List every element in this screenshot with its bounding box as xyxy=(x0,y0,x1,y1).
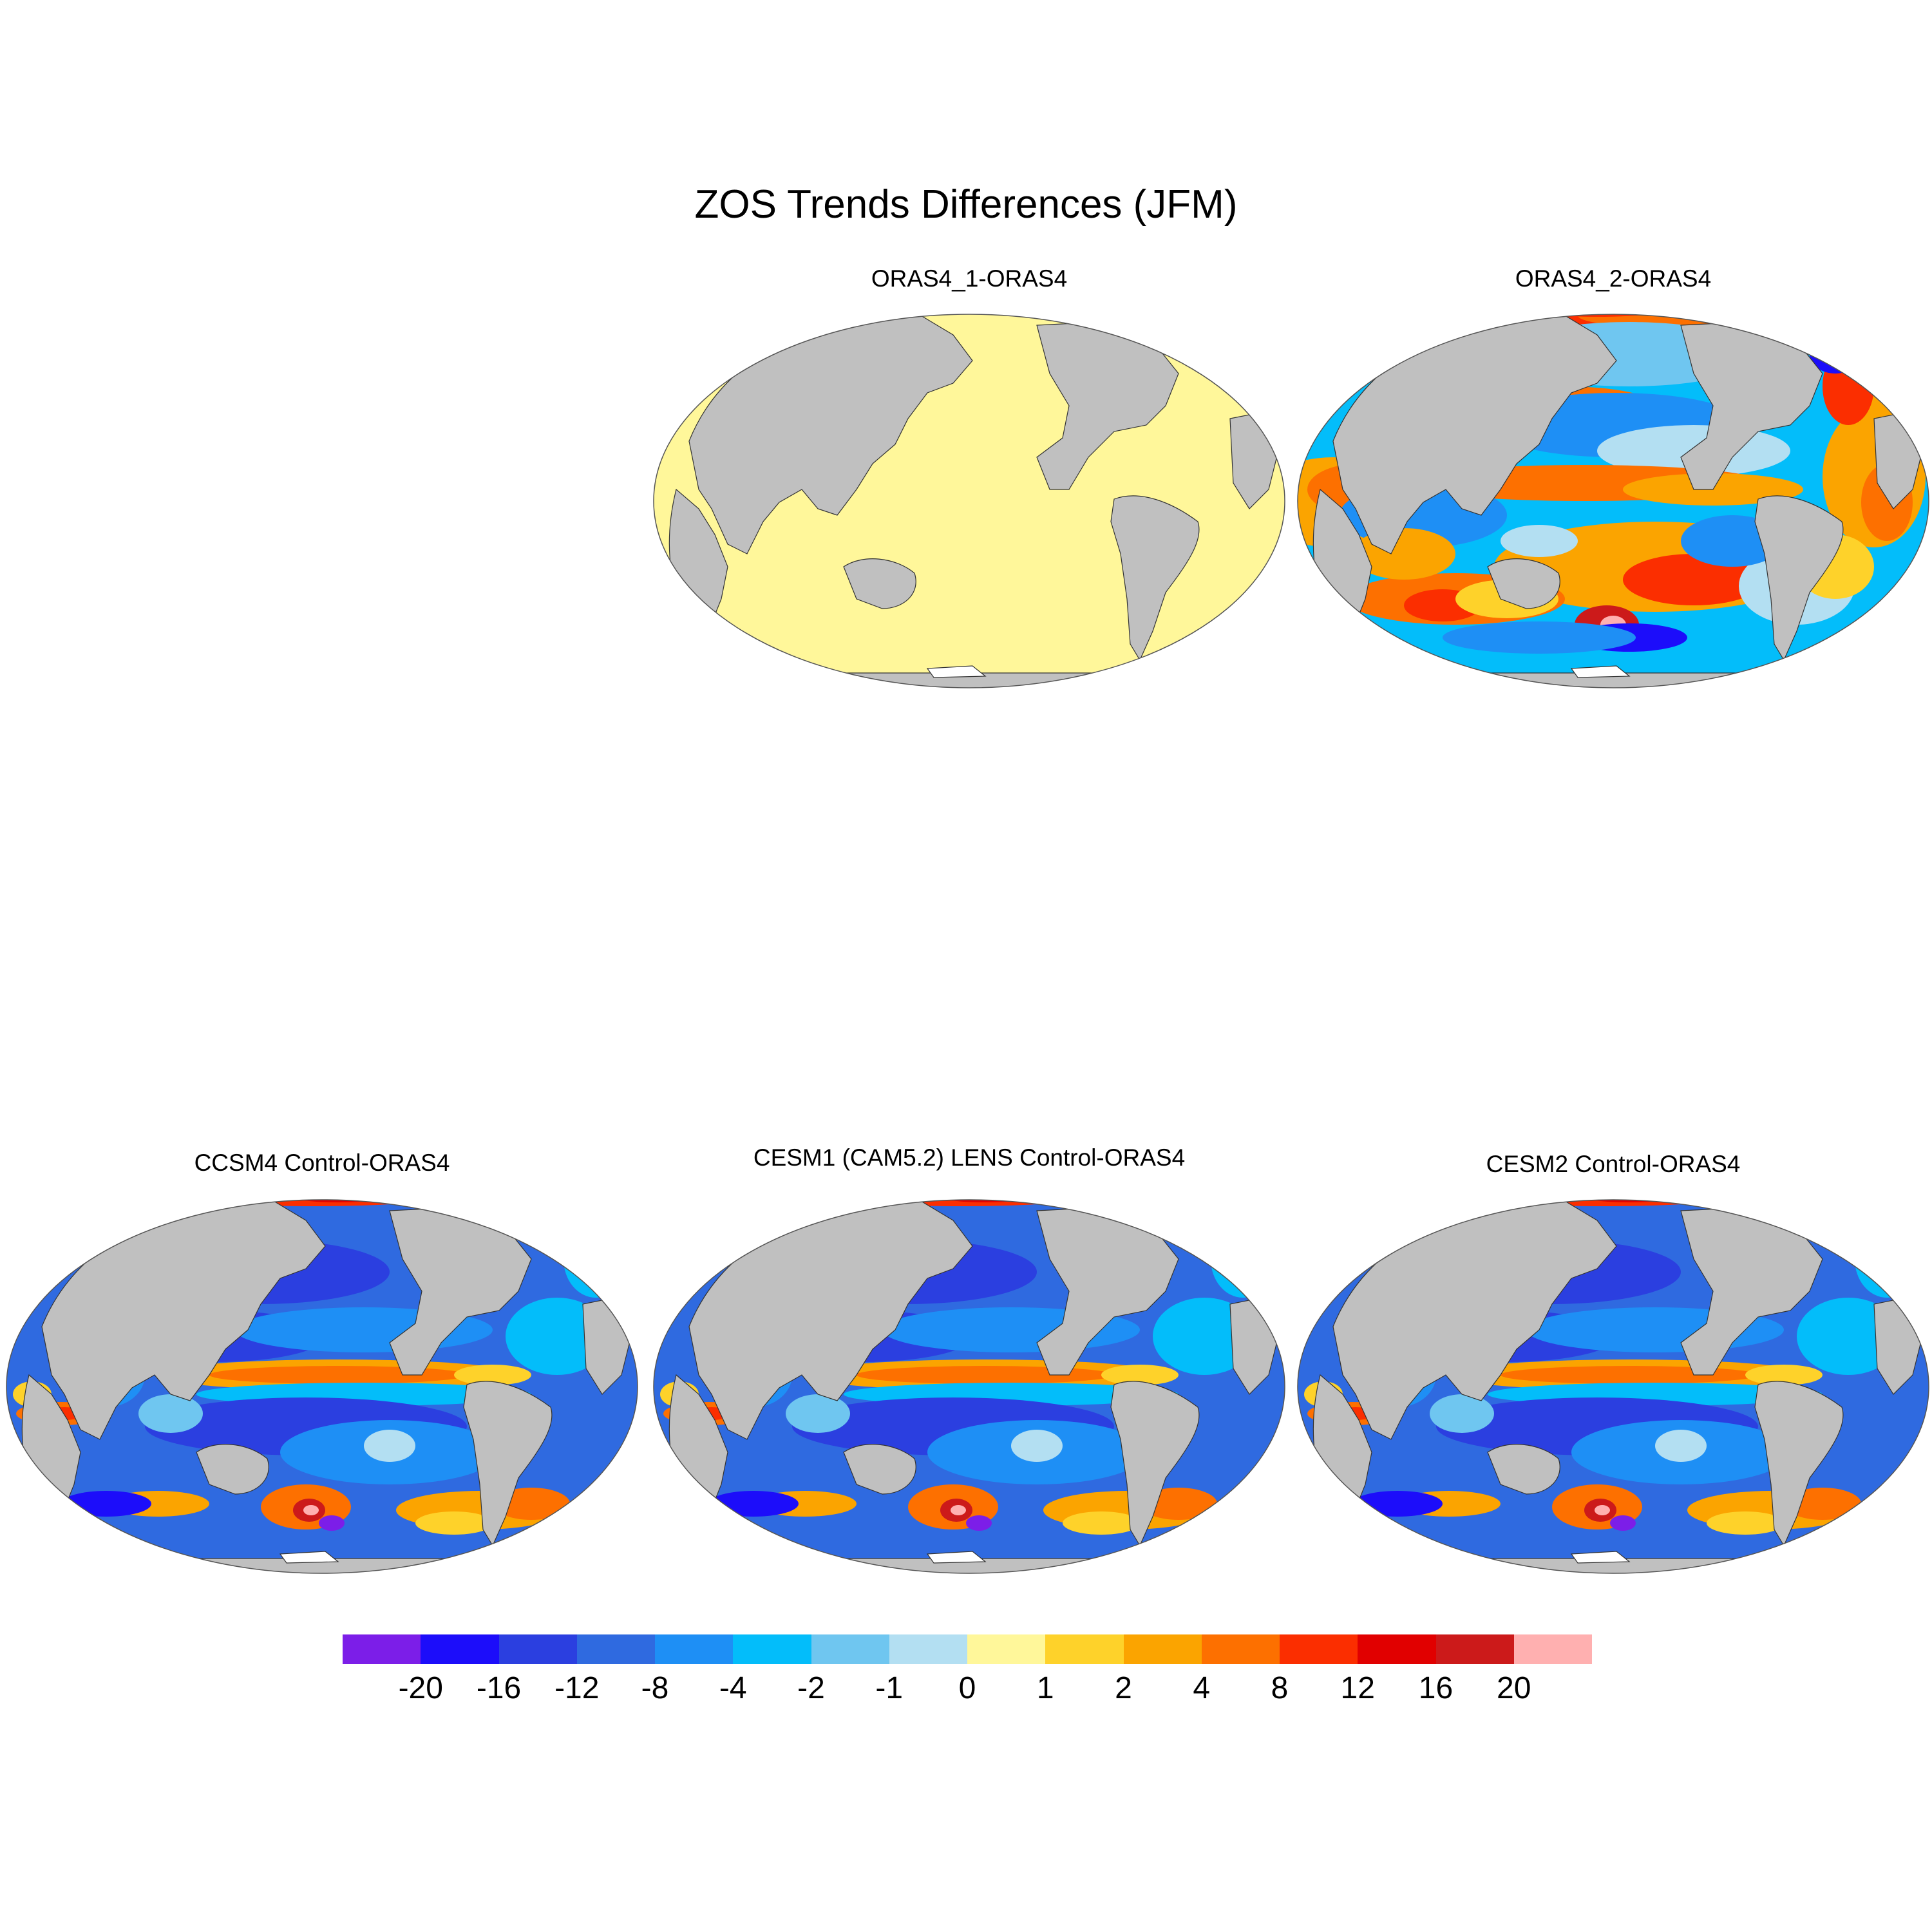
land-antarcticaShelf xyxy=(1570,1551,1631,1564)
panel-title: CESM1 (CAM5.2) LENS Control-ORAS4 xyxy=(753,1144,1186,1171)
panel-title: ORAS4_2-ORAS4 xyxy=(1515,265,1712,292)
colorbar-box xyxy=(1045,1634,1124,1664)
land-southAmerica xyxy=(1754,1381,1844,1547)
colorbar-tick-labels: -20 -16 -12 -8 -4 -2 -1 0 1 2 4 8 12 16 20 xyxy=(343,1671,1592,1709)
land-southAmerica xyxy=(463,1381,553,1547)
land-greenland xyxy=(1165,314,1231,358)
colorbar-box xyxy=(343,1634,421,1664)
colorbar-box xyxy=(889,1634,967,1664)
colorbar xyxy=(343,1634,1592,1664)
land-australia xyxy=(843,1444,916,1495)
land-australia xyxy=(196,1444,269,1495)
colorbar-box xyxy=(1358,1634,1436,1664)
colorbar-box xyxy=(498,1634,577,1664)
colorbar-tick-label: 2 xyxy=(1115,1671,1132,1705)
land-antarcticaShelf xyxy=(926,665,987,678)
ocean-field xyxy=(1298,1200,1929,1573)
land-australia xyxy=(843,558,916,609)
land-southAmerica xyxy=(1754,495,1844,661)
land-greenland xyxy=(518,1200,583,1244)
colorbar-box xyxy=(1201,1634,1280,1664)
colorbar-box xyxy=(655,1634,734,1664)
map xyxy=(1297,1199,1929,1574)
land-southAmerica xyxy=(1110,1381,1200,1547)
panel-title: CESM2 Control-ORAS4 xyxy=(1486,1151,1741,1177)
map xyxy=(6,1199,638,1574)
panel-cesm1: CESM1 (CAM5.2) LENS Control-ORAS4 xyxy=(650,1144,1288,1575)
panel-title: ORAS4_1-ORAS4 xyxy=(871,265,1068,292)
colorbar-box xyxy=(733,1634,811,1664)
land-antarcticaShelf xyxy=(1570,665,1631,678)
map xyxy=(653,314,1285,688)
ocean-field xyxy=(654,314,1285,688)
colorbar-tick-label: -1 xyxy=(875,1671,904,1705)
colorbar-box xyxy=(1435,1634,1514,1664)
colorbar-tick-label: 1 xyxy=(1036,1671,1054,1705)
colorbar-tick-label: -8 xyxy=(641,1671,669,1705)
colorbar-tick-label: 4 xyxy=(1193,1671,1211,1705)
panel-ccsm4: CCSM4 Control-ORAS4 xyxy=(3,1150,641,1575)
land-greenland xyxy=(1809,314,1875,358)
land-australia xyxy=(1487,558,1560,609)
colorbar-tick-label: -4 xyxy=(719,1671,747,1705)
ocean-field xyxy=(654,1200,1285,1573)
land-antarcticaShelf xyxy=(279,1551,339,1564)
colorbar-box xyxy=(421,1634,499,1664)
colorbar-box xyxy=(1280,1634,1358,1664)
map xyxy=(1297,314,1929,688)
panel-oras4-1: ORAS4_1-ORAS4 xyxy=(650,264,1288,689)
colorbar-tick-label: 12 xyxy=(1340,1671,1375,1705)
land-southAmerica xyxy=(1110,495,1200,661)
land-greenland xyxy=(1809,1200,1875,1244)
colorbar-tick-label: -2 xyxy=(797,1671,825,1705)
colorbar-tick-label: -20 xyxy=(398,1671,443,1705)
ocean-field xyxy=(6,1200,638,1573)
ocean-field xyxy=(1298,314,1929,688)
colorbar-tick-label: 20 xyxy=(1497,1671,1531,1705)
colorbar-box xyxy=(1513,1634,1592,1664)
panel-cesm2: CESM2 Control-ORAS4 xyxy=(1294,1150,1932,1575)
colorbar-box xyxy=(811,1634,889,1664)
colorbar-tick-label: 8 xyxy=(1271,1671,1289,1705)
colorbar-box xyxy=(967,1634,1046,1664)
panel-title: CCSM4 Control-ORAS4 xyxy=(194,1150,450,1176)
colorbar-box xyxy=(576,1634,655,1664)
figure-title: ZOS Trends Differences (JFM) xyxy=(694,182,1238,227)
colorbar-tick-label: 0 xyxy=(958,1671,976,1705)
colorbar-box xyxy=(1123,1634,1202,1664)
map xyxy=(653,1199,1285,1574)
colorbar-tick-label: 16 xyxy=(1418,1671,1454,1705)
colorbar-tick-label: -12 xyxy=(554,1671,600,1705)
panel-oras4-2: ORAS4_2-ORAS4 xyxy=(1294,264,1932,689)
colorbar-tick-label: -16 xyxy=(476,1671,522,1705)
land-greenland xyxy=(1165,1200,1231,1244)
land-australia xyxy=(1487,1444,1560,1495)
land-antarcticaShelf xyxy=(926,1551,987,1564)
